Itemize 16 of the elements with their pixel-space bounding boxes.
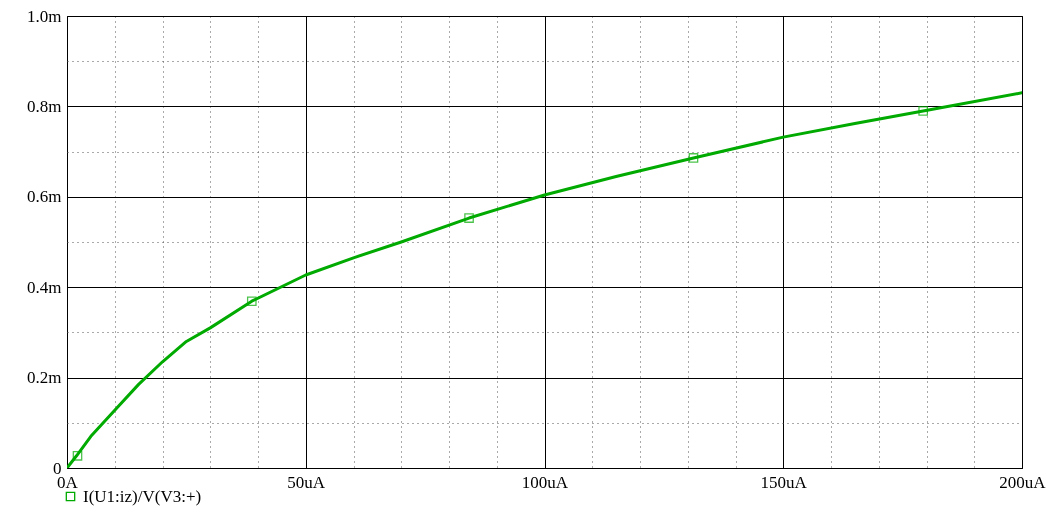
x-tick-label: 100uA — [521, 472, 569, 492]
point — [918, 106, 928, 116]
y-tick-label: 0.8m — [27, 96, 62, 116]
y-tick-label: 0.2m — [27, 368, 62, 388]
point — [464, 213, 474, 223]
point — [72, 450, 83, 461]
x-tick-label: 200uA — [999, 472, 1047, 492]
x-tick-label: 50uA — [287, 472, 326, 492]
y-tick-label: 0.4m — [27, 277, 62, 297]
y-tick-label: 1.0m — [27, 6, 62, 26]
x-tick-label: 150uA — [760, 472, 808, 492]
point — [688, 153, 699, 163]
legend-label: I(U1:iz)/V(V3:+) — [83, 486, 202, 506]
point — [246, 296, 257, 307]
y-tick-label: 0.6m — [27, 187, 62, 207]
y-tick-label: 0 — [53, 458, 62, 478]
